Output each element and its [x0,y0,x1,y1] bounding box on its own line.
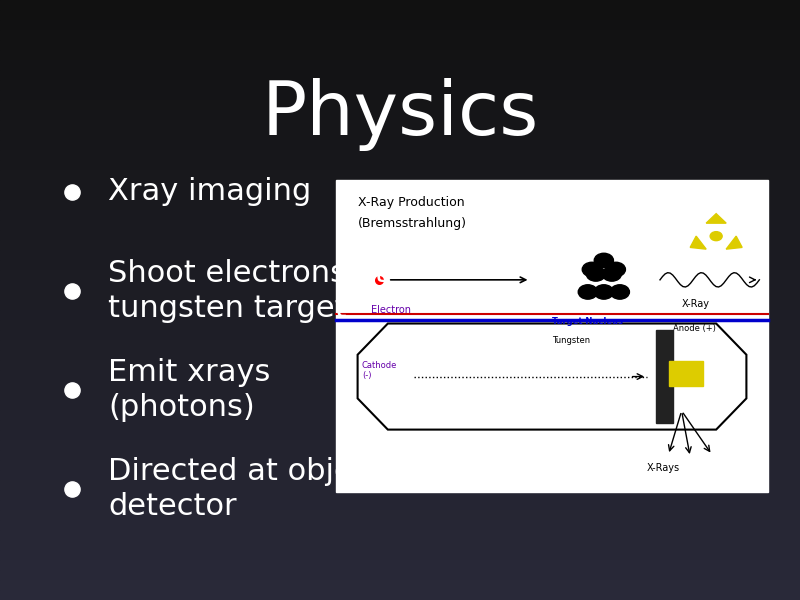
Bar [0,560,800,570]
Bar [0,470,800,480]
Bar [0,70,800,80]
Polygon shape [706,214,726,223]
Bar [0,330,800,340]
Text: Cathode
(-): Cathode (-) [362,361,398,380]
Bar [0,240,800,250]
Bar [656,330,673,424]
Bar [669,361,703,386]
Bar [0,20,800,30]
Point [66,484,78,494]
Bar [0,300,800,310]
Bar [0,180,800,190]
Bar [0,430,800,440]
Bar [0,160,800,170]
Bar [0,220,800,230]
Bar [0,210,800,220]
Bar [0,320,800,330]
Circle shape [710,232,722,241]
Circle shape [606,262,626,277]
Circle shape [582,262,602,277]
Polygon shape [690,236,706,249]
Bar [0,260,800,270]
Bar [0,190,800,200]
Bar [0,40,800,50]
Bar [0,400,800,410]
Circle shape [610,285,630,299]
Text: Tungsten: Tungsten [552,336,590,345]
Bar [0,580,800,590]
Point [66,187,78,197]
Bar [0,460,800,470]
Bar [0,420,800,430]
Bar [0,340,800,350]
Bar [0,530,800,540]
Bar [0,490,800,500]
Bar [0,450,800,460]
Text: Electron: Electron [370,305,410,315]
Bar [0,590,800,600]
Text: Shoot electrons at
tungsten target: Shoot electrons at tungsten target [108,259,386,323]
Text: X-Ray Production: X-Ray Production [358,196,464,209]
Bar [0,380,800,390]
Bar [336,180,768,492]
Bar [0,370,800,380]
Bar [0,250,800,260]
Text: Directed at object/
detector: Directed at object/ detector [108,457,392,521]
Point [373,275,386,284]
Point [66,286,78,296]
Text: Target Nucleus: Target Nucleus [552,317,623,326]
Text: Anode (+): Anode (+) [673,323,716,332]
Bar [0,480,800,490]
Bar [0,410,800,420]
Bar [0,520,800,530]
Bar [0,570,800,580]
Bar [0,440,800,450]
Bar [0,110,800,120]
Circle shape [586,267,606,281]
Bar [0,540,800,550]
Text: X-Ray: X-Ray [682,299,710,308]
Bar [0,350,800,360]
Text: (Bremsstrahlung): (Bremsstrahlung) [358,217,466,230]
Bar [0,500,800,510]
Bar [0,230,800,240]
Text: Emit xrays
(photons): Emit xrays (photons) [108,358,270,422]
Bar [0,280,800,290]
Bar [0,290,800,300]
Bar [0,360,800,370]
Bar [0,200,800,210]
Bar [0,390,800,400]
Bar [0,90,800,100]
Bar [0,50,800,60]
Circle shape [578,285,598,299]
Bar [0,170,800,180]
Point [66,385,78,395]
Polygon shape [726,236,742,249]
Bar [0,10,800,20]
Bar [0,80,800,90]
Bar [0,150,800,160]
Bar [0,100,800,110]
Bar [0,140,800,150]
Text: Xray imaging: Xray imaging [108,178,311,206]
Bar [0,0,800,10]
Bar [0,270,800,280]
Text: Physics: Physics [262,78,538,151]
Text: X-Rays: X-Rays [647,463,680,473]
Bar [0,120,800,130]
Circle shape [594,253,614,268]
Bar [0,130,800,140]
Bar [0,550,800,560]
Circle shape [594,285,614,299]
Bar [0,510,800,520]
Bar [0,60,800,70]
Bar [0,310,800,320]
Bar [0,30,800,40]
Circle shape [602,267,622,281]
